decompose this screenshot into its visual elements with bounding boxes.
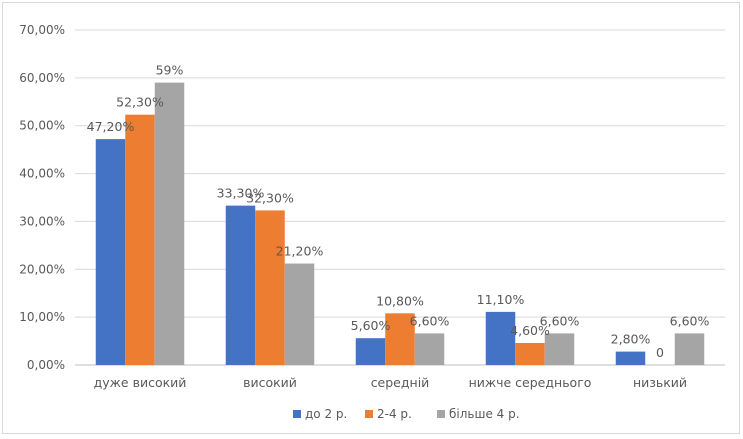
legend-swatch: [437, 410, 445, 418]
data-label: 6,60%: [540, 313, 580, 328]
y-tick-label: 0,00%: [27, 358, 65, 372]
y-tick-label: 10,00%: [19, 310, 65, 324]
bars: [95, 82, 705, 366]
bar: [154, 82, 185, 366]
data-label: 59%: [156, 63, 184, 78]
data-labels: 47,20% 52,30% 59% 33,30%32,30% 21,20% 5,60% 10…: [87, 63, 710, 360]
legend-item[interactable]: більше 4 р.: [437, 407, 520, 421]
data-label: 4,60%: [510, 323, 550, 338]
y-tick-label: 50,00%: [19, 119, 65, 133]
x-category-label: нижче середнього: [469, 375, 592, 390]
bar: [225, 205, 256, 365]
legend-item[interactable]: до 2 р.: [293, 407, 347, 421]
x-category-label: середній: [371, 375, 430, 390]
data-label: 33,30%: [217, 186, 265, 201]
y-tick-label: 20,00%: [19, 262, 65, 276]
bar: [515, 342, 545, 365]
bar: [485, 311, 516, 365]
data-label: 0: [656, 345, 664, 360]
bar: [125, 114, 155, 365]
x-category-label: низький: [633, 375, 687, 390]
y-tick-label: 70,00%: [19, 23, 65, 37]
legend-swatch: [293, 410, 301, 418]
data-label: 2,80%: [611, 332, 651, 347]
bar: [355, 338, 386, 365]
data-label: 47,20%: [87, 119, 135, 134]
legend-swatch: [365, 410, 373, 418]
legend-label: до 2 р.: [305, 407, 347, 421]
y-axis-ticks: 0,00% 10,00% 20,00% 30,00% 40,00% 50,00% 60,00…: [19, 23, 65, 372]
data-label: 6,60%: [670, 313, 710, 328]
bar: [95, 139, 126, 365]
bar: [615, 351, 646, 365]
data-label: 52,30%: [116, 95, 164, 110]
y-tick-label: 60,00%: [19, 71, 65, 85]
legend-label: більше 4 р.: [449, 407, 520, 421]
y-tick-label: 40,00%: [19, 167, 65, 181]
bar: [385, 313, 415, 365]
legend[interactable]: до 2 р. 2-4 р. більше 4 р.: [293, 407, 520, 421]
bar: [544, 333, 575, 365]
data-label: 6,60%: [410, 313, 450, 328]
x-axis: дуже високий високий середній нижче середнь…: [94, 375, 687, 390]
x-category-label: дуже високий: [94, 375, 187, 390]
data-label: 5,60%: [351, 318, 391, 333]
y-tick-label: 30,00%: [19, 214, 65, 228]
bar: [414, 333, 445, 365]
data-label: 11,10%: [477, 292, 525, 307]
data-label: 21,20%: [276, 244, 324, 259]
legend-label: 2-4 р.: [377, 407, 412, 421]
x-category-label: високий: [243, 375, 297, 390]
legend-item[interactable]: 2-4 р.: [365, 407, 412, 421]
data-label: 10,80%: [376, 293, 424, 308]
bar: [255, 210, 285, 365]
bar: [284, 263, 315, 365]
bar: [674, 333, 705, 365]
data-label: 32,30%: [246, 190, 294, 205]
